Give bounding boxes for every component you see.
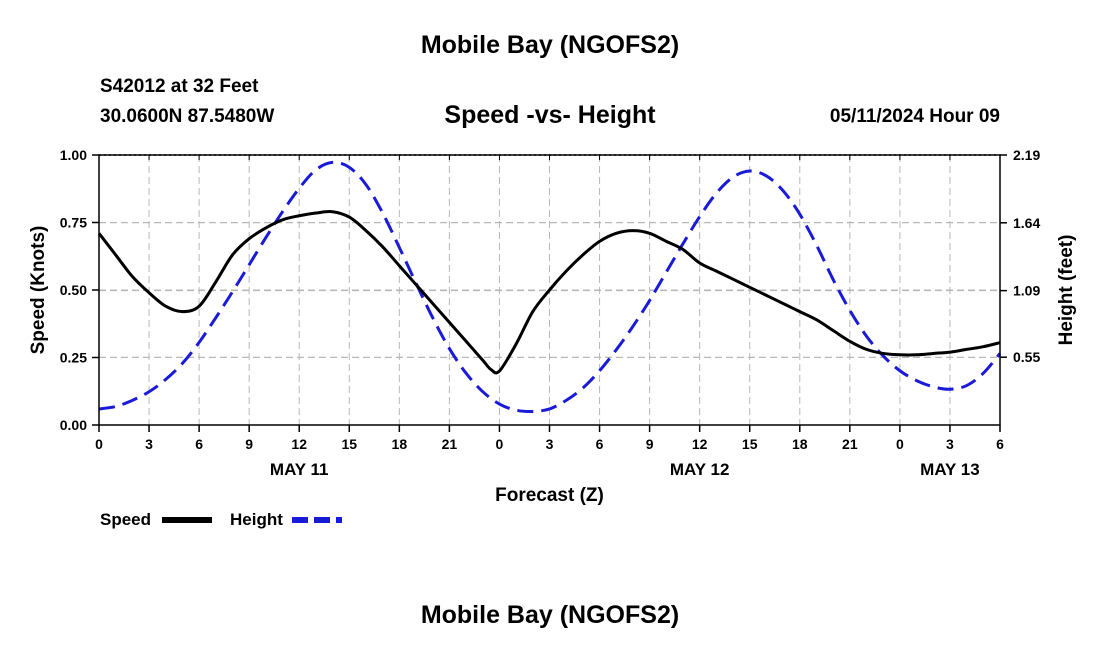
coordinates-label: 30.0600N 87.5480W [100,106,275,127]
y2-tick-label: 2.19 [1013,147,1040,163]
day-label: MAY 12 [670,460,730,479]
x-tick-label: 0 [95,436,103,452]
legend: Speed Height [100,510,342,529]
speed-series-line [97,210,1001,375]
x-tick-label: 6 [996,436,1004,452]
station-label: S42012 at 32 Feet [100,76,259,97]
day-label: MAY 11 [270,460,329,479]
x-tick-label: 9 [646,436,654,452]
y2-axis-label: Height (feet) [1056,235,1077,346]
y-tick-label: 0.25 [60,350,87,366]
series-layer [97,160,1002,414]
x-tick-label: 3 [546,436,554,452]
x-tick-label: 21 [442,436,458,452]
x-tick-label: 15 [742,436,758,452]
x-tick-label: 9 [245,436,253,452]
y2-tick-label: 1.64 [1013,215,1040,231]
chart-subtitle: Speed -vs- Height [444,101,656,129]
tick-layer: 0 3 6 9 12 15 18 21 0 3 6 9 12 15 18 21 0 3 6 0.00 0.25 0.50 0… [60,147,1041,479]
page-title: Mobile Bay (NGOFS2) [420,31,680,59]
y-tick-label: 0.00 [60,417,87,433]
x-tick-label: 15 [341,436,357,452]
y-tick-label: 1.00 [60,147,87,163]
grid [99,154,1000,425]
x-tick-label: 0 [896,436,904,452]
x-tick-label: 12 [692,436,708,452]
legend-speed-label: Speed [100,510,151,529]
day-label: MAY 13 [920,460,980,479]
x-tick-label: 18 [792,436,808,452]
y-axis-label: Speed (Knots) [28,226,49,355]
x-tick-label: 6 [195,436,203,452]
footer-title: Mobile Bay (NGOFS2) [420,601,680,629]
x-tick-label: 0 [496,436,504,452]
x-tick-label: 12 [291,436,307,452]
x-tick-label: 6 [596,436,604,452]
forecast-datetime: 05/11/2024 Hour 09 [829,106,1000,127]
x-tick-label: 3 [946,436,954,452]
x-tick-label: 3 [145,436,153,452]
x-tick-label: 21 [842,436,858,452]
y-tick-label: 0.75 [60,215,87,231]
y2-tick-label: 1.09 [1013,283,1040,299]
y2-tick-label: 0.55 [1013,349,1040,365]
height-series-line [98,160,1002,414]
x-tick-label: 18 [392,436,408,452]
legend-height-label: Height [230,510,283,529]
y-tick-label: 0.50 [60,282,87,298]
x-axis-label: Forecast (Z) [495,485,604,506]
